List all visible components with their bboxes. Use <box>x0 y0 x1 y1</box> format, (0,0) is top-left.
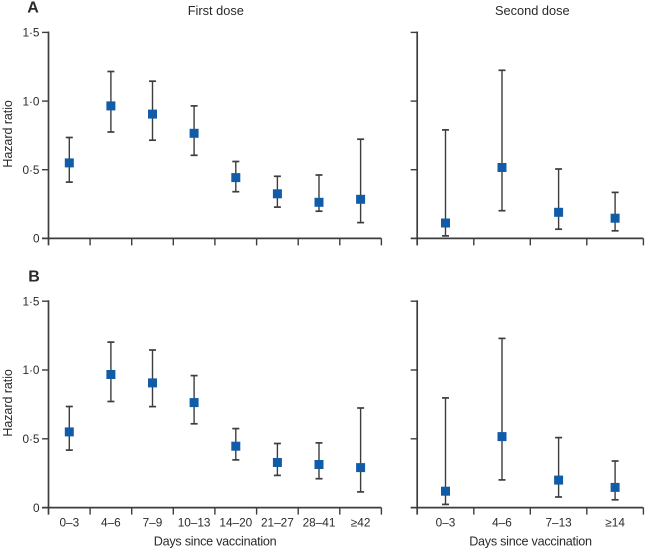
svg-text:21–27: 21–27 <box>261 515 294 529</box>
svg-text:4–6: 4–6 <box>101 515 121 529</box>
svg-text:1·0: 1·0 <box>22 94 39 108</box>
svg-text:1·0: 1·0 <box>22 363 39 377</box>
svg-text:28–41: 28–41 <box>303 515 336 529</box>
svg-text:0·5: 0·5 <box>22 432 39 446</box>
svg-text:7–9: 7–9 <box>143 515 163 529</box>
svg-text:Days since vaccination: Days since vaccination <box>154 535 277 549</box>
svg-text:0–3: 0–3 <box>59 515 79 529</box>
svg-text:0: 0 <box>33 232 40 246</box>
svg-text:10–13: 10–13 <box>178 515 211 529</box>
svg-text:1·5: 1·5 <box>22 294 39 308</box>
svg-text:0·5: 0·5 <box>22 163 39 177</box>
svg-text:A: A <box>27 0 39 17</box>
svg-text:1·5: 1·5 <box>22 26 39 40</box>
svg-text:Hazard ratio: Hazard ratio <box>1 369 15 437</box>
svg-text:First dose: First dose <box>188 3 244 18</box>
svg-text:0: 0 <box>33 501 40 515</box>
svg-text:Hazard ratio: Hazard ratio <box>1 100 15 168</box>
svg-text:B: B <box>28 269 40 286</box>
svg-text:4–6: 4–6 <box>492 515 512 529</box>
svg-text:Second dose: Second dose <box>495 3 570 18</box>
svg-text:14–20: 14–20 <box>219 515 252 529</box>
svg-text:7–13: 7–13 <box>545 515 572 529</box>
svg-text:0–3: 0–3 <box>436 515 456 529</box>
svg-text:Days since vaccination: Days since vaccination <box>469 535 592 549</box>
svg-text:≥42: ≥42 <box>351 515 371 529</box>
svg-text:≥14: ≥14 <box>605 515 625 529</box>
